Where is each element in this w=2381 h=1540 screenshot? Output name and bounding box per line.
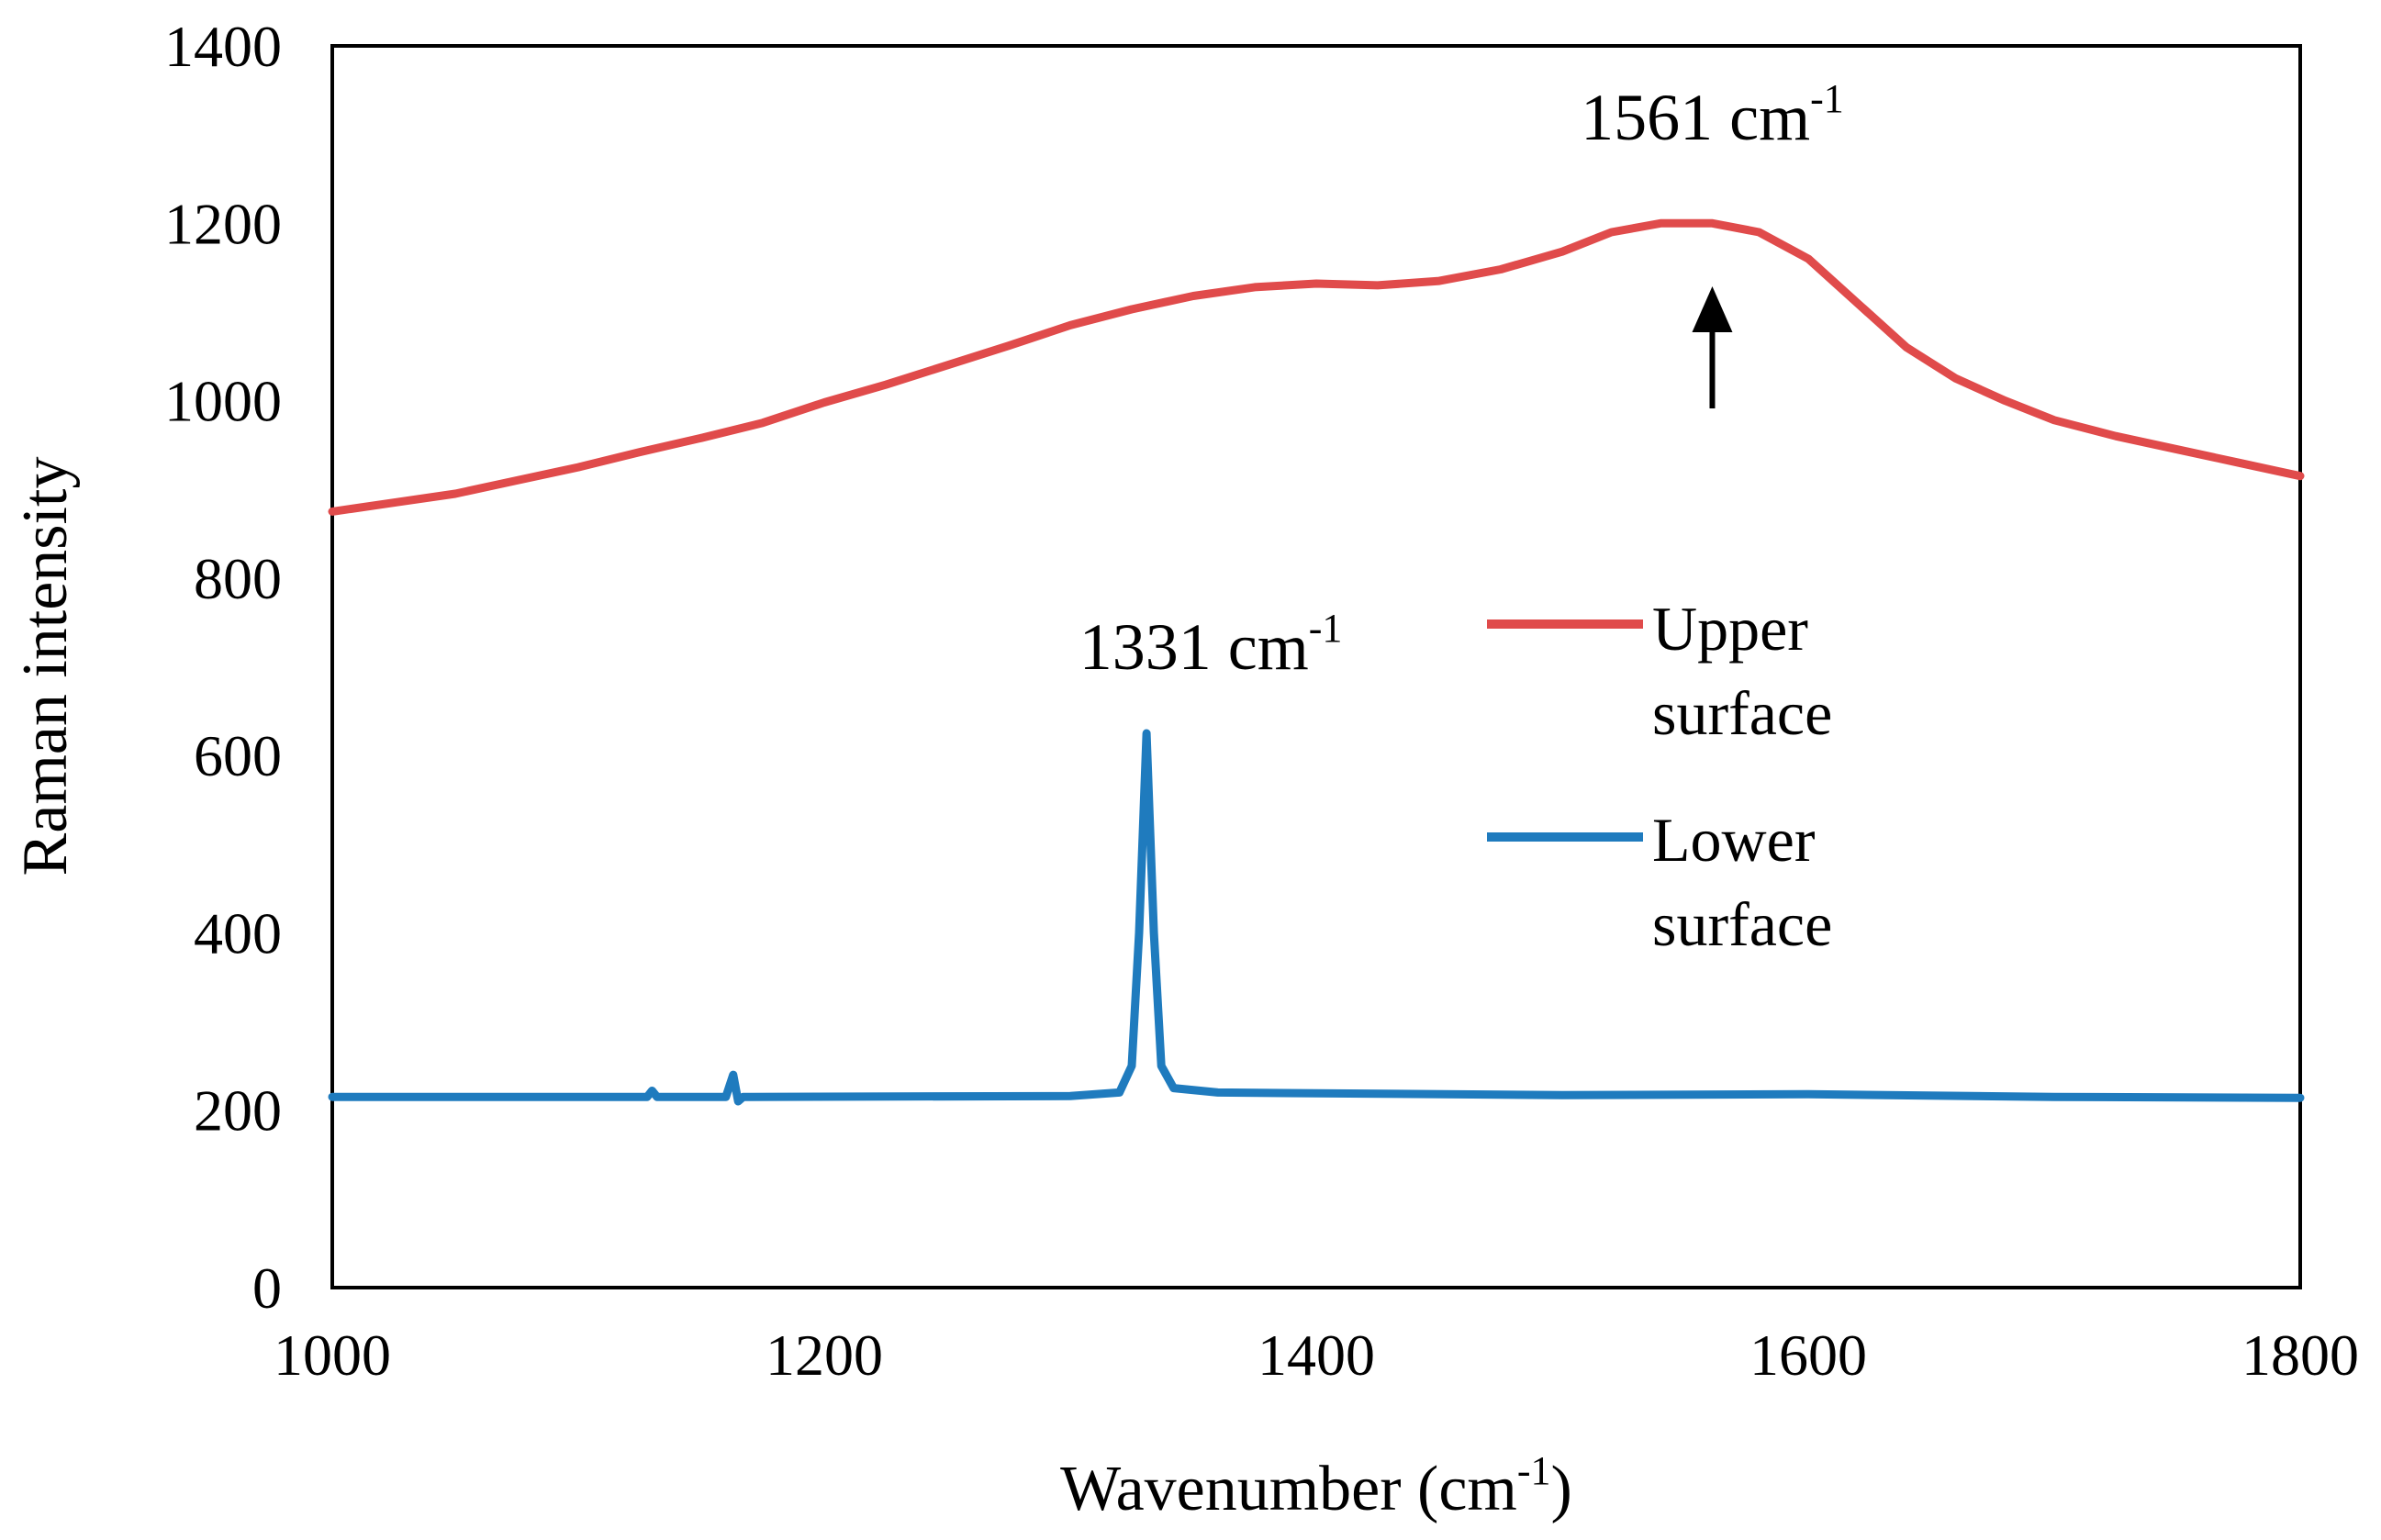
legend-label-upper-line2: surface [1652, 678, 1832, 748]
y-axis-title: Raman intensity [10, 457, 81, 876]
y-tick-label-400: 400 [194, 900, 282, 965]
x-axis-title: Wavenumber (cm-1) [1060, 1448, 1572, 1524]
y-tick-label-0: 0 [252, 1255, 282, 1321]
series-line-lower-surface [328, 729, 2305, 1106]
x-axis-ticks: 1000 1200 1400 1600 1800 [274, 1322, 2359, 1388]
series-line-upper-surface [328, 218, 2305, 516]
y-tick-label-200: 200 [194, 1078, 282, 1144]
x-tick-label-1600: 1600 [1749, 1322, 1867, 1388]
plot-area-frame [330, 44, 2302, 1289]
peak-annotation-lower: 1331 cm-1 [1079, 606, 1343, 684]
y-tick-label-600: 600 [194, 723, 282, 788]
y-tick-label-1000: 1000 [164, 369, 282, 434]
x-tick-label-1200: 1200 [766, 1322, 883, 1388]
y-axis-ticks: 0 200 400 600 800 1000 1200 1400 [164, 14, 282, 1321]
legend-label-upper-line1: Upper [1652, 594, 1808, 664]
x-tick-label-1000: 1000 [274, 1322, 391, 1388]
x-tick-label-1800: 1800 [2241, 1322, 2359, 1388]
legend: Upper surface Lower surface [1487, 594, 1832, 959]
peak-arrow-icon [1692, 286, 1733, 408]
x-tick-label-1400: 1400 [1258, 1322, 1375, 1388]
y-tick-label-800: 800 [194, 546, 282, 611]
series-layer [328, 218, 2305, 1106]
y-tick-label-1400: 1400 [164, 14, 282, 79]
legend-label-lower-line2: surface [1652, 889, 1832, 959]
legend-label-lower-line1: Lower [1652, 805, 1816, 875]
peak-annotation-upper: 1561 cm-1 [1581, 76, 1844, 154]
y-tick-label-1200: 1200 [164, 191, 282, 256]
